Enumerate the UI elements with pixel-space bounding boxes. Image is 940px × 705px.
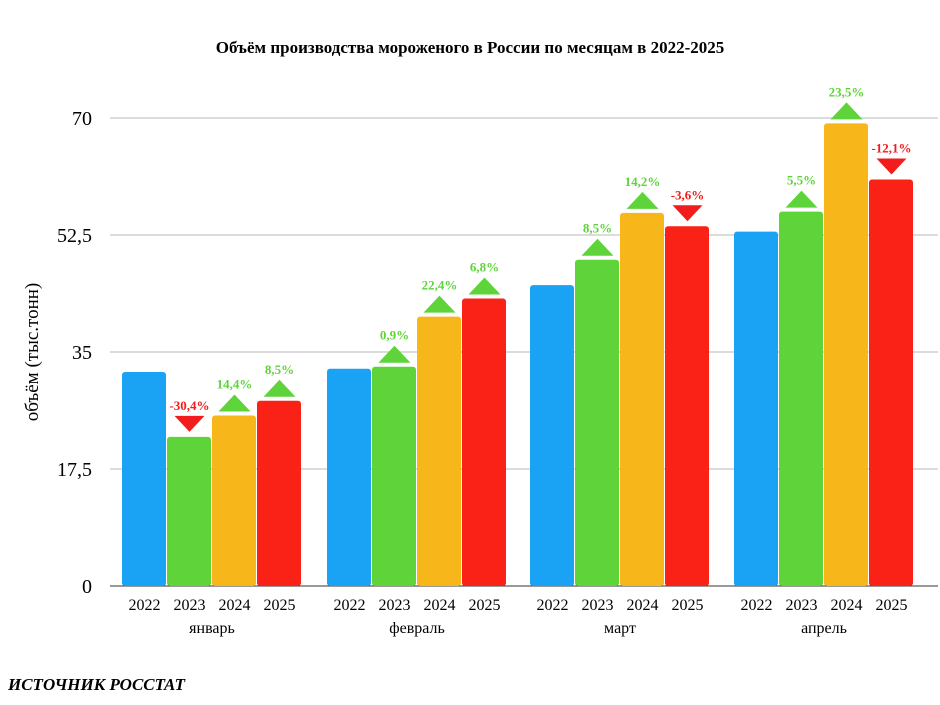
bar-2022-2 bbox=[530, 285, 574, 586]
x-tick-label: 2025 bbox=[876, 597, 908, 614]
bar-2025-0 bbox=[257, 400, 301, 586]
bar-2024-2 bbox=[620, 212, 664, 587]
x-tick-label: 2023 bbox=[174, 597, 206, 614]
bar-2022-1 bbox=[327, 368, 371, 586]
up-arrow-icon bbox=[581, 238, 614, 256]
x-tick-label: 2022 bbox=[129, 597, 161, 614]
category-label: апрель bbox=[801, 620, 847, 637]
up-arrow-icon bbox=[378, 345, 411, 363]
x-tick-label: 2024 bbox=[627, 597, 659, 614]
change-label: 14,2% bbox=[625, 174, 661, 189]
change-label: -3,6% bbox=[671, 187, 705, 202]
bar-2025-1 bbox=[462, 298, 506, 586]
bar-2022-3 bbox=[734, 231, 778, 586]
change-label: 8,5% bbox=[265, 362, 294, 377]
up-arrow-icon bbox=[785, 190, 818, 208]
down-arrow-icon bbox=[672, 205, 703, 222]
up-arrow-icon bbox=[626, 191, 659, 209]
category-label: февраль bbox=[389, 620, 445, 637]
y-tick-label: 35 bbox=[72, 342, 92, 364]
x-tick-label: 2025 bbox=[672, 597, 704, 614]
down-arrow-icon bbox=[174, 415, 205, 432]
change-label: 22,4% bbox=[422, 278, 458, 293]
source-note: ИСТОЧНИК РОССТАТ bbox=[8, 675, 186, 694]
bar-2023-3 bbox=[779, 211, 823, 586]
category-label: март bbox=[604, 620, 636, 637]
category-label: январь bbox=[189, 620, 235, 637]
up-arrow-icon bbox=[830, 102, 863, 120]
y-axis-label: объём (тыс.тонн) bbox=[22, 283, 43, 422]
x-tick-label: 2022 bbox=[741, 597, 773, 614]
change-label: 23,5% bbox=[829, 84, 865, 99]
x-tick-label: 2022 bbox=[537, 597, 569, 614]
chart-title: Объём производства мороженого в России п… bbox=[215, 38, 725, 57]
up-arrow-icon bbox=[263, 379, 296, 397]
bar-2022-0 bbox=[122, 372, 166, 586]
x-tick-label: 2023 bbox=[582, 597, 614, 614]
y-tick-label: 0 bbox=[82, 576, 92, 598]
x-tick-label: 2023 bbox=[379, 597, 411, 614]
bar-2023-0 bbox=[167, 436, 211, 586]
x-tick-label: 2024 bbox=[424, 597, 456, 614]
x-tick-label: 2025 bbox=[264, 597, 296, 614]
change-label: -30,4% bbox=[169, 398, 209, 413]
change-label: 14,4% bbox=[217, 377, 253, 392]
change-label: 0,9% bbox=[380, 328, 409, 343]
x-tick-label: 2024 bbox=[219, 597, 251, 614]
x-tick-label: 2025 bbox=[469, 597, 501, 614]
bar-2024-1 bbox=[417, 316, 461, 586]
bar-2024-3 bbox=[824, 123, 868, 586]
change-label: 6,8% bbox=[470, 260, 499, 275]
bar-2025-2 bbox=[665, 226, 709, 586]
change-label: -12,1% bbox=[871, 141, 911, 156]
down-arrow-icon bbox=[876, 158, 907, 175]
x-tick-label: 2023 bbox=[786, 597, 818, 614]
y-tick-label: 70 bbox=[72, 108, 92, 130]
up-arrow-icon bbox=[468, 277, 501, 295]
bar-2023-1 bbox=[372, 366, 416, 586]
bar-2024-0 bbox=[212, 415, 256, 586]
up-arrow-icon bbox=[218, 394, 251, 412]
change-label: 5,5% bbox=[787, 173, 816, 188]
x-tick-label: 2024 bbox=[831, 597, 863, 614]
y-tick-label: 52,5 bbox=[57, 225, 92, 247]
change-label: 8,5% bbox=[583, 221, 612, 236]
y-tick-label: 17,5 bbox=[57, 459, 92, 481]
up-arrow-icon bbox=[423, 295, 456, 313]
bar-2023-2 bbox=[575, 259, 619, 586]
bar-2025-3 bbox=[869, 179, 913, 586]
x-tick-label: 2022 bbox=[334, 597, 366, 614]
